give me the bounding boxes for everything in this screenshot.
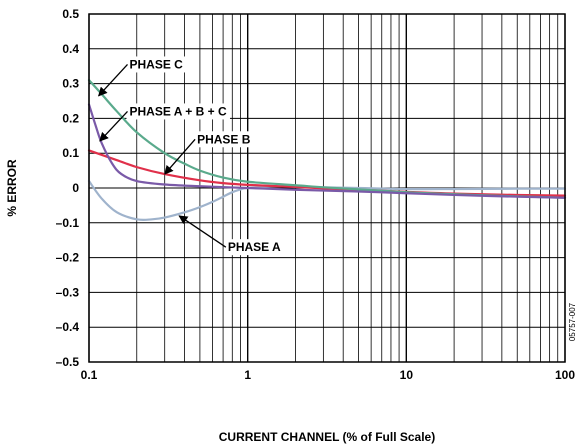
annotation-label-phase-a: PHASE A [228,240,281,254]
series-annotations: PHASE C PHASE A + B + C PHASE B PHASE A [98,56,285,256]
y-tick-label: –0.4 [56,320,80,334]
x-axis-label: CURRENT CHANNEL (% of Full Scale) [219,430,435,444]
annotation-arrow-phase-b [164,138,196,175]
y-tick-label: 0.4 [62,42,79,56]
y-tick-label: –0.1 [56,216,80,230]
y-tick-label: 0.5 [62,7,79,21]
y-tick-label: 0.2 [62,111,79,125]
annotation-arrow-phase-a-b-c [99,110,128,142]
annotation-arrow-phase-a [178,215,227,248]
series-line-phase-a [87,179,567,222]
y-tick-label: –0.5 [56,355,80,369]
y-tick-label: 0.3 [62,77,79,91]
y-tick-label: –0.2 [56,251,80,265]
x-tick-label: 0.1 [81,368,98,382]
series-line-phase-a-b-c [87,103,567,199]
y-tick-label: 0 [72,181,79,195]
y-tick-label: –0.3 [56,285,80,299]
figure-id: 05757-007 [568,302,577,341]
annotation-label-phase-a-b-c: PHASE A + B + C [130,104,227,118]
annotation-arrow-phase-c [98,64,128,97]
annotation-label-phase-c: PHASE C [130,57,184,71]
plot-frame [88,13,566,363]
tick-labels: –0.5 –0.4 –0.3 –0.2 –0.1 0 0.1 0.2 0.3 0.4 0.5 0.1 1… [56,7,576,382]
x-tick-label: 100 [555,368,575,382]
series-lines [87,79,567,222]
y-tick-label: 0.1 [62,146,79,160]
x-tick-label: 10 [400,368,414,382]
annotation-bg-phase-a [224,239,285,256]
annotation-bg-phase-a-b-c [126,103,230,120]
annotation-bg-phase-b [194,131,254,148]
x-tick-label: 1 [244,368,251,382]
annotation-bg-phase-c [126,56,187,73]
y-axis-label: % ERROR [5,159,19,217]
annotation-label-phase-b: PHASE B [197,132,251,146]
